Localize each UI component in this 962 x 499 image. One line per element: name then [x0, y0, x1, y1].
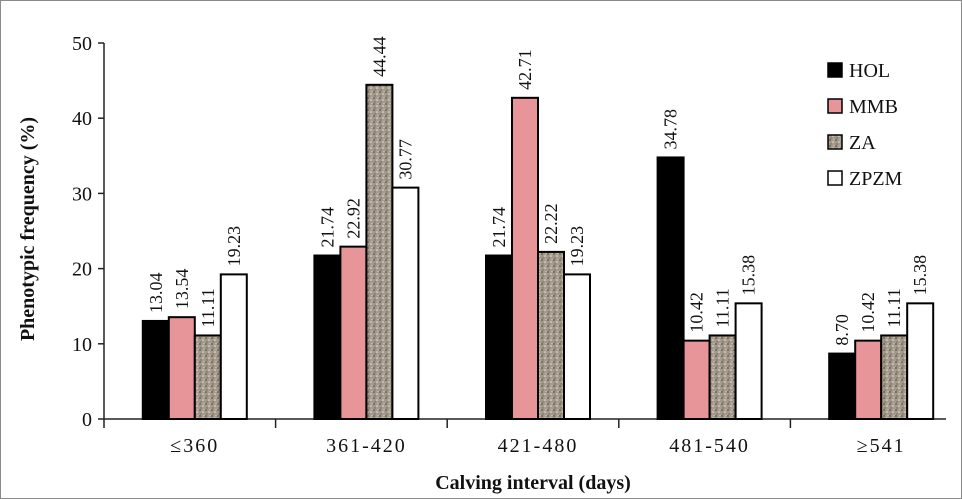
bar-hol-2 — [485, 254, 513, 420]
legend-swatch-hol — [827, 62, 843, 78]
legend-label: HOL — [849, 60, 890, 82]
bar-za-4 — [880, 334, 909, 420]
legend: HOL MMB ZA ZPZM — [827, 60, 903, 190]
data-label: 10.42 — [858, 292, 878, 333]
data-label: 8.70 — [832, 314, 852, 346]
y-tick-label: 40 — [72, 108, 92, 130]
data-label: 13.54 — [172, 269, 192, 310]
x-tick-label: 481-540 — [669, 435, 750, 457]
data-label: 11.11 — [884, 288, 904, 327]
bar-mmb-0 — [167, 316, 196, 420]
data-label: 13.04 — [146, 272, 166, 313]
bar-hol-1 — [313, 254, 342, 420]
y-tick-label: 50 — [72, 33, 92, 55]
bar-za-2 — [537, 250, 565, 420]
data-label: 21.74 — [489, 207, 509, 248]
bar-mmb-3 — [682, 339, 711, 420]
bar-hol-4 — [828, 352, 857, 420]
bar-zpzm-3 — [734, 302, 763, 421]
data-label: 30.77 — [395, 139, 415, 180]
data-label: 44.44 — [369, 36, 389, 77]
bar-za-0 — [193, 334, 222, 420]
data-labels: 13.04 13.54 11.11 19.23 21.74 22.92 44.44 30.77… — [146, 36, 930, 345]
legend-swatch-za — [827, 134, 843, 150]
bar-zpzm-1 — [391, 186, 420, 420]
bar-mmb-4 — [854, 339, 883, 420]
y-axis: 0 10 20 30 40 50 — [72, 33, 105, 431]
x-tick-label: 421-480 — [498, 435, 579, 457]
x-axis-title: Calving interval (days) — [435, 472, 631, 494]
data-label: 34.78 — [661, 109, 681, 150]
data-label: 10.42 — [687, 292, 707, 333]
bar-zpzm-2 — [563, 273, 591, 421]
y-tick-label: 10 — [72, 334, 92, 356]
data-label: 11.11 — [713, 288, 733, 327]
y-tick-label: 20 — [72, 259, 92, 281]
y-tick-label: 30 — [72, 183, 92, 205]
bar-zpzm-4 — [906, 302, 935, 421]
data-label: 42.71 — [515, 49, 535, 90]
bar-zpzm-0 — [219, 273, 248, 421]
data-label: 11.11 — [198, 288, 218, 327]
x-tick-label: ≤360 — [170, 435, 219, 457]
legend-label: ZA — [849, 132, 876, 154]
bar-za-3 — [708, 334, 737, 420]
legend-swatch-zpzm — [827, 170, 843, 186]
data-label: 22.22 — [541, 203, 561, 244]
data-label: 22.92 — [343, 198, 363, 239]
data-label: 19.23 — [567, 226, 587, 267]
data-label: 19.23 — [224, 226, 244, 266]
data-label: 15.38 — [739, 255, 759, 296]
data-label: 15.38 — [910, 255, 930, 296]
legend-swatch-mmb — [827, 98, 843, 114]
data-label: 21.74 — [317, 207, 337, 248]
y-tick-label: 0 — [82, 409, 92, 431]
legend-label: MMB — [849, 96, 898, 118]
legend-label: ZPZM — [849, 168, 903, 190]
x-axis: ≤360 361-420 421-480 481-540 ≥541 — [103, 418, 946, 457]
bar-hol-0 — [141, 319, 170, 421]
bar-za-1 — [365, 83, 394, 421]
y-axis-title: Phenotypic frequency (%) — [17, 117, 39, 341]
bar-mmb-1 — [339, 245, 368, 420]
bars — [141, 83, 935, 421]
bar-mmb-2 — [511, 96, 539, 420]
bar-hol-3 — [656, 156, 685, 420]
x-tick-label: ≥541 — [857, 435, 906, 457]
x-tick-label: 361-420 — [326, 435, 407, 457]
